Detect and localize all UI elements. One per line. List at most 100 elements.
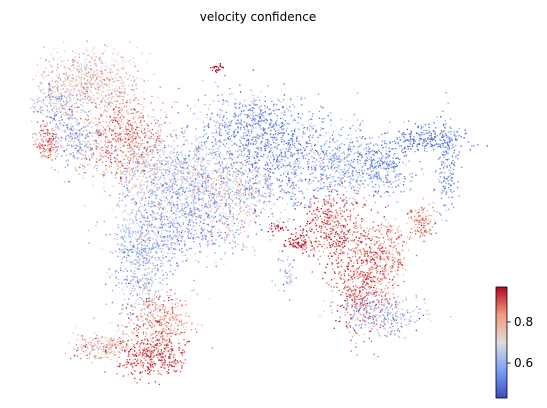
cell-point-3956 — [293, 133, 295, 135]
cell-point-4581 — [228, 203, 230, 205]
cell-point-3776 — [295, 163, 297, 165]
cell-point-4513 — [224, 192, 226, 194]
cell-point-808 — [62, 108, 64, 110]
cell-point-4269 — [210, 154, 213, 156]
cell-point-2974 — [243, 109, 245, 112]
cell-point-4796 — [233, 236, 236, 238]
cell-point-861 — [47, 115, 49, 117]
cell-point-3248 — [237, 126, 239, 128]
cell-point-4670 — [144, 247, 146, 250]
cell-point-2223 — [170, 158, 172, 160]
cell-point-1227 — [123, 158, 125, 161]
cell-point-4481 — [216, 180, 218, 182]
cell-point-3867 — [246, 126, 248, 128]
cell-point-1424 — [117, 165, 119, 167]
cell-point-3840 — [288, 164, 290, 166]
cell-point-469 — [122, 95, 124, 98]
cell-point-3616 — [267, 170, 269, 172]
cell-point-3922 — [282, 148, 285, 150]
cell-point-683 — [46, 95, 48, 97]
cell-point-4925 — [178, 210, 180, 213]
cell-point-1086 — [96, 132, 99, 134]
cell-point-1128 — [95, 139, 97, 141]
cell-point-3704 — [294, 160, 296, 162]
cell-point-4554 — [226, 182, 228, 184]
cell-point-2099 — [146, 177, 148, 179]
cell-point-640 — [57, 97, 59, 99]
cell-point-4817 — [133, 183, 136, 185]
cell-point-3049 — [312, 113, 314, 115]
cell-point-144 — [117, 88, 119, 91]
cell-point-845 — [61, 98, 63, 100]
cell-point-3188 — [233, 131, 235, 133]
cell-point-4290 — [244, 231, 246, 233]
cell-point-1024 — [118, 132, 121, 134]
cell-point-4727 — [189, 237, 191, 239]
cell-point-3846 — [334, 180, 336, 182]
cell-point-396 — [87, 67, 90, 69]
cell-point-2449 — [201, 175, 203, 178]
cell-point-2588 — [204, 172, 206, 174]
cell-point-3016 — [289, 105, 291, 108]
cell-point-3075 — [225, 127, 227, 129]
cell-point-2076 — [154, 193, 156, 196]
cell-point-724 — [82, 98, 84, 100]
cell-point-1960 — [126, 165, 128, 167]
cell-point-1156 — [95, 117, 97, 120]
cell-point-1822 — [54, 137, 56, 139]
cell-point-2688 — [217, 128, 219, 130]
cell-point-4894 — [232, 253, 234, 255]
cell-point-1860 — [54, 140, 56, 142]
cell-point-2623 — [204, 190, 206, 193]
cell-point-1433 — [131, 88, 133, 91]
cell-point-4220 — [271, 183, 274, 185]
cell-point-3632 — [252, 177, 254, 180]
cell-point-3674 — [263, 168, 265, 170]
cell-point-2490 — [208, 174, 210, 176]
cell-point-3931 — [233, 193, 235, 196]
cell-point-3166 — [259, 117, 261, 120]
cell-point-1093 — [132, 135, 134, 137]
cell-point-3144 — [253, 122, 255, 124]
cell-point-3412 — [318, 154, 320, 156]
cell-point-2104 — [136, 166, 138, 169]
cell-point-1369 — [98, 159, 101, 161]
cell-point-3694 — [352, 170, 354, 172]
cell-point-1568 — [95, 130, 97, 132]
cell-point-3582 — [275, 162, 277, 164]
cell-point-2761 — [172, 129, 174, 131]
cell-point-1994 — [117, 203, 119, 205]
cell-point-1393 — [127, 123, 129, 125]
cell-point-3150 — [259, 126, 261, 128]
cell-point-2801 — [184, 157, 187, 160]
cell-point-3848 — [237, 131, 239, 133]
cell-point-4498 — [236, 214, 238, 216]
cell-point-4776 — [229, 210, 231, 212]
cell-point-4321 — [249, 192, 251, 194]
cell-point-1862 — [33, 144, 35, 146]
cell-point-4244 — [272, 189, 274, 191]
cell-point-4571 — [205, 202, 207, 204]
cell-point-1057 — [114, 133, 116, 135]
cell-point-3187 — [283, 128, 285, 130]
cell-point-4136 — [188, 203, 190, 205]
cell-point-147 — [102, 112, 104, 114]
cell-point-1077 — [108, 151, 110, 154]
cell-point-4411 — [293, 207, 296, 210]
cell-point-4526 — [170, 197, 172, 200]
cell-point-257 — [118, 63, 120, 65]
cell-point-1922 — [119, 182, 121, 184]
cell-point-3709 — [268, 146, 270, 148]
cell-point-154 — [87, 54, 89, 57]
cell-point-1867 — [40, 129, 42, 132]
cell-point-1684 — [84, 145, 86, 147]
cell-point-4673 — [150, 194, 152, 196]
cell-point-4373 — [187, 172, 189, 174]
cell-point-2364 — [206, 177, 208, 179]
cell-point-1209 — [125, 105, 128, 107]
cell-point-3272 — [267, 127, 269, 129]
cell-point-1092 — [100, 140, 102, 142]
cell-point-4627 — [190, 232, 192, 235]
cell-point-1028 — [130, 125, 132, 128]
cell-point-4470 — [205, 238, 207, 240]
